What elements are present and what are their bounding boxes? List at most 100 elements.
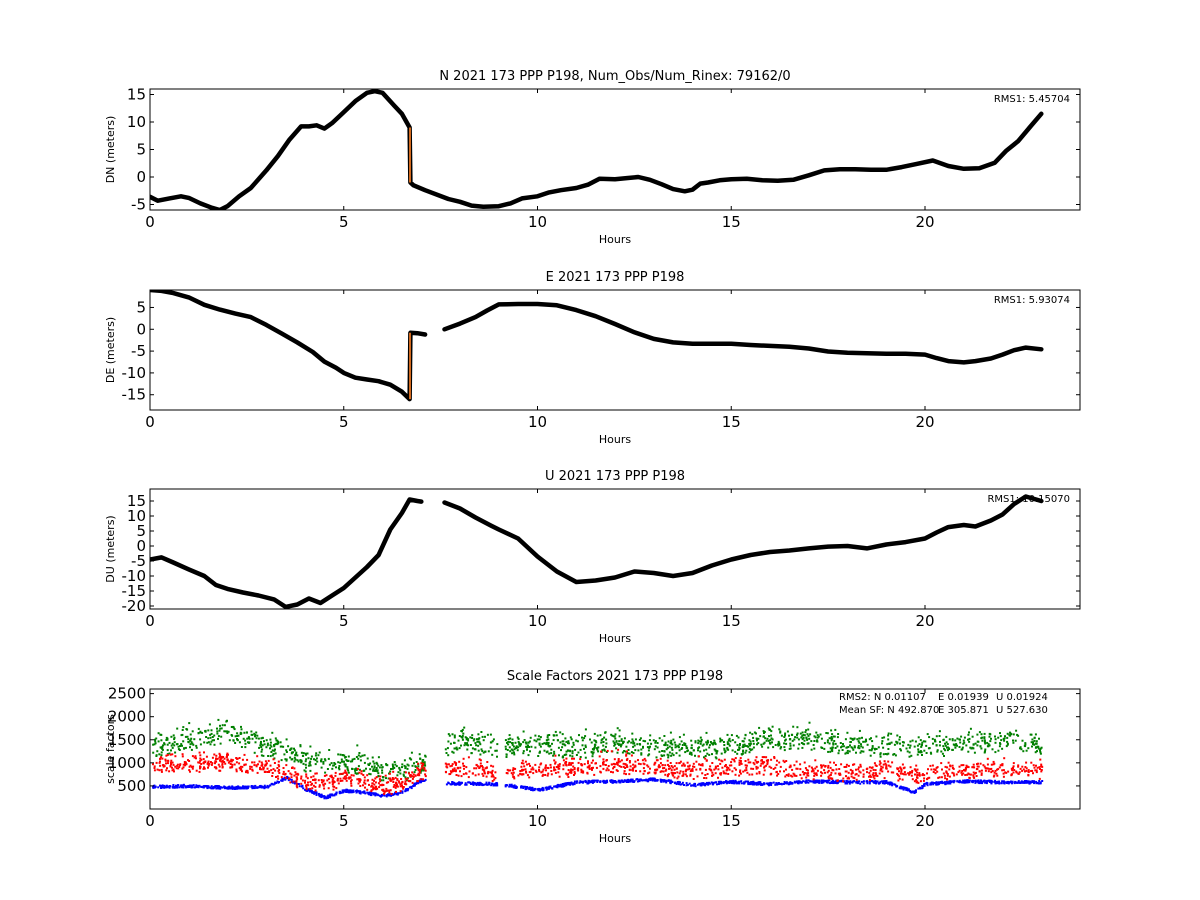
scale-point	[344, 763, 347, 766]
scale-point	[347, 771, 350, 774]
scale-point	[207, 760, 210, 763]
scale-point	[774, 744, 777, 746]
scale-point	[613, 742, 616, 744]
scale-point	[159, 760, 161, 763]
scale-point	[491, 774, 494, 777]
scale-point	[999, 743, 1002, 745]
scale-point	[219, 742, 222, 745]
scale-point	[170, 749, 172, 752]
scale-point	[241, 758, 244, 761]
scale-point	[812, 769, 815, 772]
scale-point	[276, 775, 279, 778]
scale-point	[848, 750, 851, 753]
scale-point	[778, 783, 781, 785]
scale-point	[564, 753, 567, 756]
scale-point	[583, 747, 585, 750]
scale-point	[371, 782, 374, 785]
scale-point	[734, 779, 737, 782]
scale-point	[606, 749, 609, 752]
scale-point	[934, 772, 937, 775]
scale-point	[708, 746, 711, 749]
scale-frame	[149, 688, 1081, 810]
scale-point	[942, 739, 945, 742]
scale-point	[810, 740, 813, 743]
scale-point	[846, 731, 849, 734]
scale-point	[1030, 741, 1033, 744]
north-xtick-label: 20	[915, 213, 934, 231]
scale-point	[672, 774, 675, 777]
scale-point	[802, 773, 805, 776]
scale-point	[719, 740, 722, 743]
scale-point	[799, 773, 802, 776]
scale-point	[884, 753, 887, 755]
scale-point	[854, 773, 857, 776]
scale-point	[507, 740, 510, 743]
scale-point	[618, 740, 621, 743]
scale-point	[654, 761, 657, 764]
scale-point	[414, 765, 417, 768]
scale-point	[1039, 749, 1041, 752]
scale-point	[504, 739, 507, 742]
scale-point	[476, 765, 479, 768]
scale-point	[508, 734, 511, 737]
scale-point	[398, 781, 401, 784]
scale-point	[895, 740, 898, 743]
scale-point	[738, 761, 741, 764]
scale-point	[182, 763, 185, 766]
scale-point	[477, 740, 480, 743]
scale-point	[668, 765, 670, 768]
scale-point	[803, 761, 806, 764]
scale-point	[307, 764, 310, 767]
scale-point	[809, 733, 812, 736]
scale-point	[637, 749, 640, 752]
scale-point	[602, 744, 605, 747]
scale-point	[180, 786, 183, 789]
scale-point	[811, 768, 814, 771]
scale-point	[632, 769, 635, 772]
scale-point	[171, 761, 174, 764]
scale-point	[984, 769, 987, 772]
scale-point	[545, 751, 548, 754]
east-rms-label: RMS1: 5.93074	[994, 295, 1070, 306]
scale-point	[998, 745, 1001, 748]
scale-point	[835, 781, 838, 784]
east-xlabel: Hours	[599, 433, 631, 446]
scale-point	[933, 782, 936, 784]
scale-point	[878, 782, 881, 785]
scale-point	[925, 752, 928, 754]
scale-point	[958, 769, 961, 772]
scale-point	[272, 758, 275, 761]
scale-point	[220, 735, 223, 738]
scale-point	[593, 732, 596, 735]
scale-point	[406, 788, 409, 790]
scale-point	[219, 759, 221, 762]
scale-point	[670, 765, 673, 767]
scale-point	[467, 756, 470, 759]
scale-point	[591, 752, 594, 755]
scale-point	[761, 760, 764, 763]
scale-point	[743, 782, 746, 785]
scale-point	[504, 748, 507, 751]
scale-point	[420, 767, 423, 770]
scale-point	[450, 764, 453, 767]
scale-point	[931, 781, 934, 784]
scale-point	[381, 771, 384, 774]
scale-point	[720, 780, 722, 783]
scale-point	[744, 751, 747, 754]
scale-point	[731, 739, 734, 742]
scale-point	[385, 795, 388, 798]
scale-point	[534, 787, 537, 790]
scale-point	[211, 762, 214, 765]
scale-point	[618, 729, 621, 732]
scale-point	[840, 763, 843, 766]
scale-point	[160, 733, 163, 736]
scale-point	[624, 763, 627, 766]
scale-point	[799, 768, 802, 771]
scale-point	[174, 751, 177, 754]
scale-point	[412, 776, 415, 778]
scale-point	[351, 760, 354, 763]
scale-point	[373, 787, 375, 790]
scale-point	[473, 782, 476, 784]
scale-point	[418, 771, 421, 774]
scale-point	[826, 732, 829, 735]
